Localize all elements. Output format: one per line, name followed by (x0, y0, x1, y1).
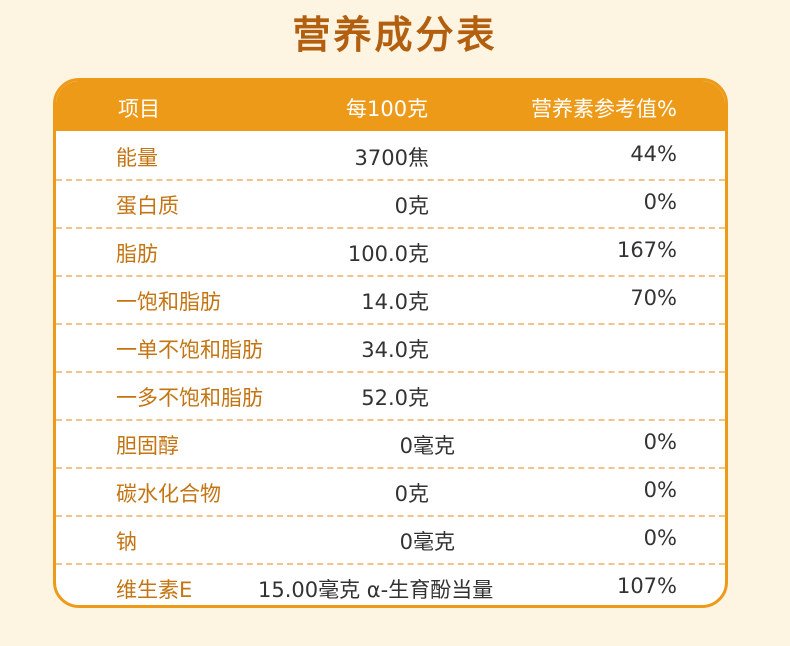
row-name: 一单不饱和脂肪 (116, 338, 263, 362)
row-name: 一多不饱和脂肪 (116, 386, 263, 410)
row-name: 钠 (116, 530, 137, 554)
row-name: 碳水化合物 (116, 482, 221, 506)
header-item: 项目 (118, 97, 160, 121)
row-nrv: 107% (616, 574, 677, 598)
row-amount: 0毫克 (399, 530, 455, 554)
row-name: 胆固醇 (116, 434, 179, 458)
row-name: 维生素E (116, 578, 193, 602)
header-per100: 每100克 (346, 97, 429, 121)
row-amount: 34.0克 (361, 338, 429, 362)
row-nrv: 70% (630, 286, 677, 310)
table-row: 碳水化合物 0克 0% (56, 467, 725, 517)
row-amount: 0毫克 (399, 434, 455, 458)
row-name: 一饱和脂肪 (116, 290, 221, 314)
row-nrv: 0% (643, 478, 677, 502)
row-name: 能量 (116, 146, 158, 170)
table-row: 蛋白质 0克 0% (56, 179, 725, 229)
table-row: 钠 0毫克 0% (56, 515, 725, 565)
row-amount: 0克 (394, 194, 429, 218)
row-nrv: 167% (616, 238, 677, 262)
page-title: 营养成分表 (292, 13, 498, 57)
table-row: 能量 3700焦 44% (56, 131, 725, 181)
nutrition-table: 项目 每100克 营养素参考值% 能量 3700焦 44% 蛋白质 0克 0% … (53, 78, 728, 608)
table-row: 胆固醇 0毫克 0% (56, 419, 725, 469)
row-amount: 0克 (394, 482, 429, 506)
row-amount: 3700焦 (354, 146, 429, 170)
table-row: 脂肪 100.0克 167% (56, 227, 725, 277)
row-nrv: 0% (643, 526, 677, 550)
header-nrv: 营养素参考值% (531, 97, 677, 121)
row-name: 蛋白质 (116, 194, 179, 218)
table-row: 一饱和脂肪 14.0克 70% (56, 275, 725, 325)
row-name: 脂肪 (116, 242, 158, 266)
row-amount: 14.0克 (361, 290, 429, 314)
table-header: 项目 每100克 营养素参考值% (56, 81, 725, 131)
row-amount: 52.0克 (361, 386, 429, 410)
row-nrv: 44% (630, 142, 677, 166)
table-row: 维生素E 15.00毫克 α-生育酚当量 107% (56, 563, 725, 605)
row-amount: 100.0克 (347, 242, 429, 266)
table-row: 一多不饱和脂肪 52.0克 (56, 371, 725, 421)
row-amount: 15.00毫克 α-生育酚当量 (258, 578, 494, 602)
row-nrv: 0% (643, 430, 677, 454)
row-nrv: 0% (643, 190, 677, 214)
table-row: 一单不饱和脂肪 34.0克 (56, 323, 725, 373)
